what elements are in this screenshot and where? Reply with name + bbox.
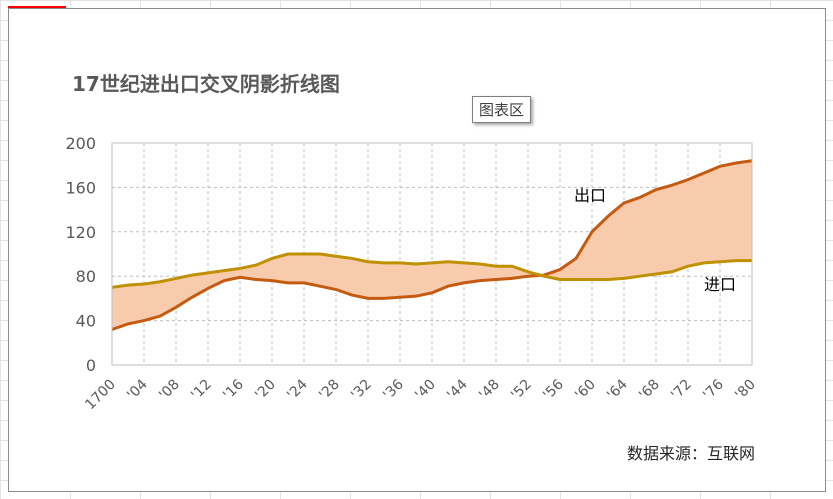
x-tick-label: '48 [476, 377, 503, 404]
tooltip-chart-area: 图表区 [472, 96, 532, 123]
y-tick-label: 200 [65, 134, 96, 153]
series-line-export[interactable] [111, 159, 753, 331]
y-tick-label: 160 [65, 178, 96, 197]
series-label-import[interactable]: 进口 [704, 275, 736, 294]
chart-title[interactable]: 17世纪进出口交叉阴影折线图 [72, 72, 340, 96]
x-tick-label: '12 [188, 377, 215, 404]
x-tick-label: '80 [732, 377, 759, 404]
x-tick-label: '28 [316, 377, 343, 404]
x-axis-ticks: 1700'04'08'12'16'20'24'28'32'36'40'44'48… [82, 376, 759, 413]
x-tick-label: '56 [540, 376, 567, 403]
y-axis-ticks: 0 40 80 120 160 200 [65, 134, 96, 375]
series-label-export[interactable]: 出口 [574, 186, 606, 205]
series-line-import[interactable] [111, 252, 752, 289]
x-tick-label: '52 [508, 377, 535, 404]
x-tick-label: '64 [604, 376, 631, 403]
fill-between-area [112, 160, 752, 330]
x-tick-label: '72 [668, 377, 695, 404]
y-tick-label: 80 [76, 267, 96, 286]
x-tick-label: '44 [444, 376, 471, 403]
x-tick-label: '20 [252, 377, 279, 404]
x-tick-label: 1700 [82, 377, 119, 414]
y-tick-label: 120 [65, 223, 96, 242]
x-tick-label: '60 [572, 377, 599, 404]
x-tick-label: '16 [220, 376, 247, 403]
x-tick-label: '40 [412, 377, 439, 404]
x-tick-label: '32 [348, 377, 375, 404]
x-tick-label: '04 [124, 376, 151, 403]
plot-border [111, 142, 753, 366]
y-tick-label: 40 [76, 312, 96, 331]
x-tick-label: '68 [636, 377, 663, 404]
y-tick-label: 0 [86, 356, 96, 375]
x-tick-label: '36 [380, 376, 407, 403]
x-tick-label: '08 [156, 377, 183, 404]
x-tick-label: '76 [700, 376, 727, 403]
source-note: 数据来源：互联网 [626, 444, 755, 463]
x-tick-label: '24 [284, 376, 311, 403]
